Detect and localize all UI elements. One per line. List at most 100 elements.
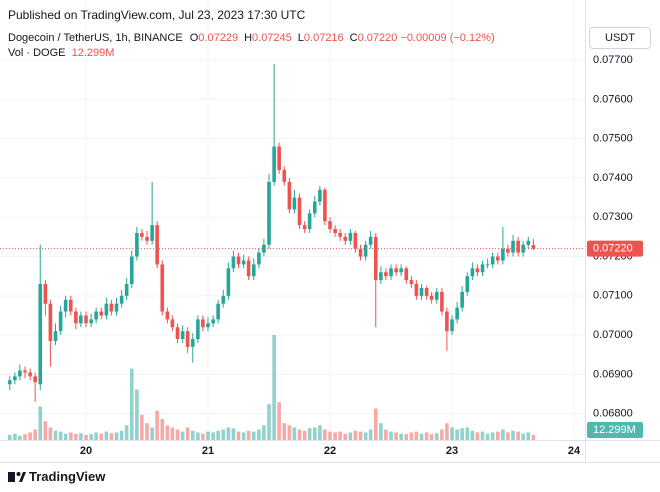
candle-body [79, 315, 83, 324]
ohlc-value: 0.07216 [303, 32, 344, 44]
logo-mark [16, 472, 21, 476]
volume-bar [53, 430, 58, 440]
candle-body [445, 311, 449, 332]
candle-body [221, 295, 226, 304]
volume-bar [58, 431, 63, 440]
y-tick-label: 0.07000 [593, 329, 633, 341]
candle-body [58, 311, 63, 332]
x-tick-label: 21 [202, 445, 214, 457]
volume-title[interactable]: Vol · DOGE [8, 47, 66, 59]
candle-body [135, 232, 139, 257]
y-tick-label: 0.06800 [593, 408, 633, 420]
volume-bar [38, 406, 43, 440]
candle-body [236, 256, 241, 265]
volume-bar [221, 429, 226, 440]
y-tick-label: 0.07700 [593, 54, 633, 66]
candle-body [475, 268, 480, 273]
volume-bar [63, 433, 68, 440]
volume-bar [312, 427, 317, 440]
volume-bar [170, 427, 175, 440]
candle-body [389, 268, 393, 277]
volume-bar [18, 435, 22, 440]
candle-body [429, 295, 434, 300]
logo-mark [8, 472, 15, 482]
candle-body [373, 236, 378, 281]
candle-body [282, 170, 287, 182]
candle-body [272, 146, 276, 182]
candle-body [175, 327, 180, 340]
volume-bar [196, 432, 200, 440]
candle-body [53, 331, 58, 341]
volume-bar [23, 434, 27, 440]
volume-bar [94, 432, 98, 440]
volume-bar [262, 425, 266, 440]
volume-bar [185, 427, 190, 440]
y-tick-label: 0.07600 [593, 93, 633, 105]
candle-body [257, 252, 261, 265]
volume-bar [358, 431, 363, 440]
volume-bar [287, 425, 292, 440]
volume-bar [68, 432, 73, 440]
last-price-badge [587, 240, 643, 257]
volume-bar [99, 433, 104, 440]
candle-body [297, 197, 302, 226]
candle-body [231, 256, 236, 269]
volume-bar [373, 408, 378, 440]
candle-body [94, 311, 98, 320]
volume-bar [333, 432, 337, 440]
ohlc-value: 0.07220 [357, 32, 398, 44]
y-tick-label: 0.07500 [593, 133, 633, 145]
volume-bar [160, 419, 165, 440]
volume-bar [241, 432, 246, 440]
ohlc-key: O [189, 32, 199, 44]
volume-bar [190, 430, 195, 440]
candle-body [180, 331, 185, 340]
candle-body [526, 240, 531, 245]
candle-body [450, 319, 454, 332]
candle-body [155, 225, 159, 265]
volume-bar [124, 425, 129, 440]
volume-bar [318, 425, 322, 440]
candle-body [140, 232, 144, 237]
candle-body [287, 181, 292, 210]
candle-body [521, 244, 525, 253]
volume-bar [475, 432, 480, 440]
candle-body [511, 240, 515, 253]
brand-logo[interactable]: TradingView [8, 469, 106, 484]
volume-bar [460, 428, 464, 440]
candle-body [246, 260, 251, 277]
ohlc-value: 0.07245 [252, 32, 292, 44]
candle-body [399, 268, 403, 273]
volume-bar [175, 429, 180, 440]
candle-body [414, 284, 419, 296]
volume-bar [399, 433, 403, 440]
volume-bar [328, 431, 332, 440]
volume-bar [272, 335, 276, 440]
symbol[interactable]: Dogecoin / TetherUS, 1h, BINANCE [8, 32, 183, 44]
candle-body [302, 225, 307, 230]
candle-body [419, 287, 424, 296]
volume-bar [140, 414, 144, 440]
volume-bar [109, 433, 114, 440]
volume-bar [480, 431, 485, 440]
volume-bar [216, 430, 220, 440]
volume-bar [231, 428, 236, 440]
volume-bar [297, 429, 302, 440]
candle-body [490, 256, 495, 265]
candle-body [480, 264, 485, 273]
currency-button[interactable]: USDT [589, 27, 651, 49]
candle-body [262, 244, 266, 253]
volume-bar [511, 430, 515, 440]
candle-body [23, 370, 27, 373]
volume-bar [485, 433, 490, 440]
volume-bar [384, 429, 388, 440]
candle-body [190, 339, 195, 347]
candle-body [89, 319, 93, 324]
candle-body [338, 232, 342, 237]
volume-bar [434, 433, 439, 440]
candle-body [292, 197, 297, 210]
candle-body [170, 319, 175, 328]
x-tick-label: 22 [324, 445, 336, 457]
candle-body [216, 303, 220, 320]
